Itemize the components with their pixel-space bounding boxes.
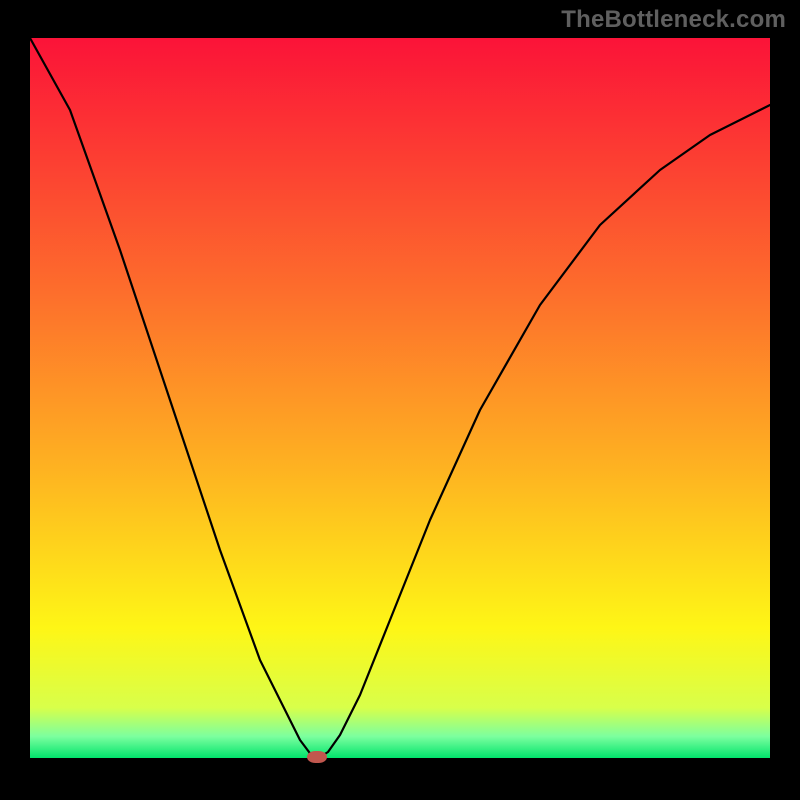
curve-path: [30, 38, 770, 757]
dip-marker: [307, 751, 327, 763]
chart-frame: TheBottleneck.com: [0, 0, 800, 800]
watermark-text: TheBottleneck.com: [561, 6, 786, 34]
plot-area: [30, 38, 770, 758]
bottleneck-curve: [30, 38, 770, 758]
